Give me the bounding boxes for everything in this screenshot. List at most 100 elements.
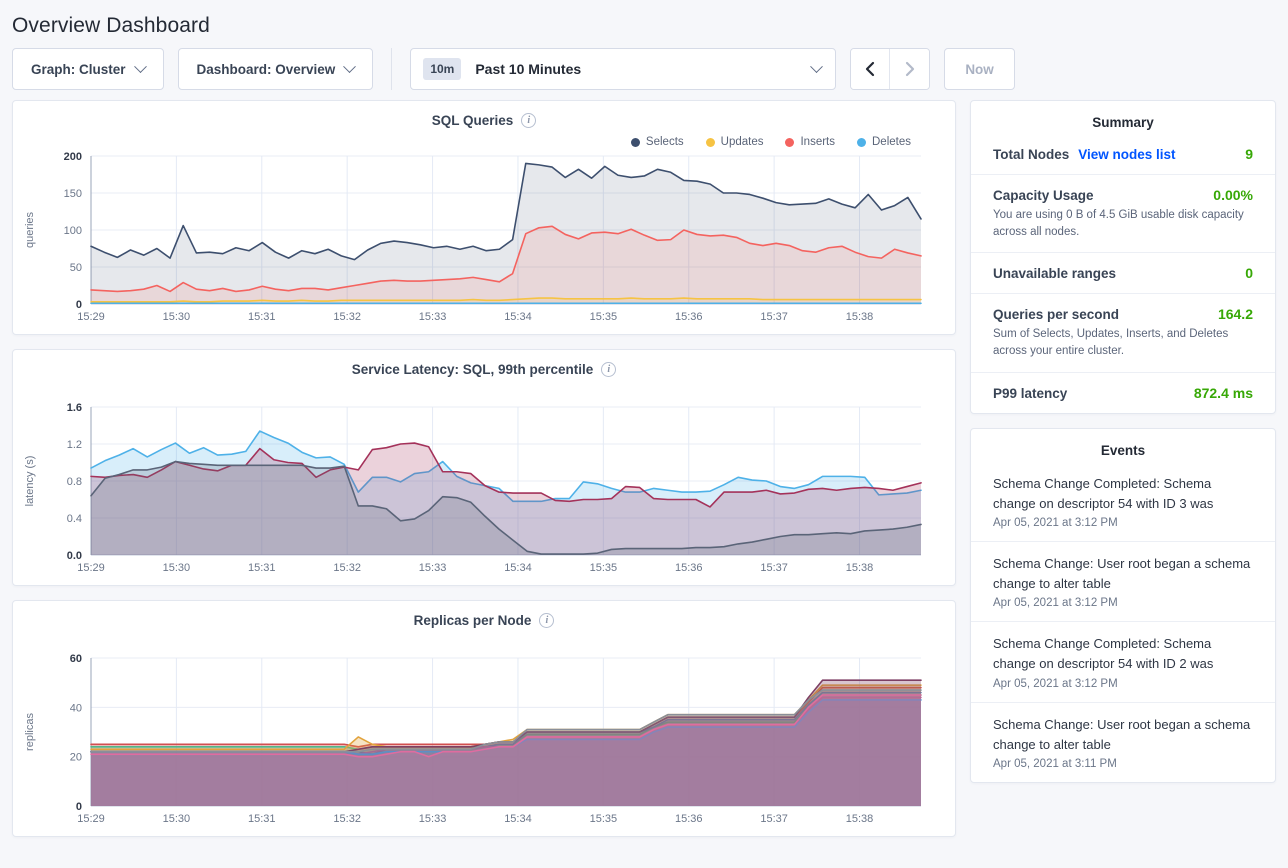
summary-panel: Summary Total Nodes View nodes list 9 Ca… — [970, 100, 1276, 414]
svg-text:60: 60 — [70, 653, 82, 665]
event-item[interactable]: Schema Change: User root began a schema … — [971, 540, 1275, 621]
summary-label: P99 latency — [993, 385, 1068, 401]
svg-text:replicas: replicas — [24, 713, 36, 751]
svg-text:15:37: 15:37 — [760, 813, 788, 825]
summary-label: Unavailable ranges — [993, 266, 1117, 282]
svg-text:50: 50 — [70, 262, 82, 274]
summary-value: 872.4 ms — [1193, 384, 1253, 401]
graph-cluster-dropdown[interactable]: Graph: Cluster — [12, 48, 164, 90]
legend-item-deletes[interactable]: Deletes — [857, 136, 911, 148]
page-title: Overview Dashboard — [12, 14, 210, 37]
graph-cluster-dropdown-label: Graph: Cluster — [31, 61, 126, 77]
charts-column: SQL Queries i Selects Updates Inserts — [12, 100, 956, 837]
summary-label: Capacity Usage — [993, 188, 1094, 203]
svg-text:15:33: 15:33 — [419, 562, 447, 574]
plot-service-latency[interactable]: 0.0 0.4 0.8 1.2 1.6 15:29 15:30 15:31 15:32 15:33… — [13, 399, 955, 581]
svg-text:15:36: 15:36 — [675, 813, 703, 825]
chevron-down-icon — [810, 59, 824, 73]
summary-label: Queries per second — [993, 307, 1120, 323]
legend-item-inserts[interactable]: Inserts — [785, 136, 835, 148]
legend-item-selects[interactable]: Selects — [630, 136, 684, 148]
svg-text:40: 40 — [70, 702, 82, 714]
chart-title-service-latency: Service Latency: SQL, 99th percentile i — [13, 362, 955, 377]
time-nav-group — [850, 48, 931, 90]
summary-description: Sum of Selects, Updates, Inserts, and De… — [993, 328, 1229, 358]
events-title: Events — [1100, 442, 1146, 458]
svg-text:15:34: 15:34 — [504, 813, 532, 825]
svg-text:200: 200 — [64, 151, 82, 163]
event-text: Schema Change: User root began a schema … — [993, 555, 1251, 592]
time-next-button[interactable] — [890, 49, 930, 89]
svg-text:15:34: 15:34 — [504, 311, 532, 323]
summary-description: You are using 0 B of 4.5 GiB usable disk… — [993, 209, 1244, 238]
summary-row-queries-per-second: Queries per second 164.2 Sum of Selects,… — [971, 293, 1275, 371]
sidebar-column: Summary Total Nodes View nodes list 9 Ca… — [970, 100, 1276, 783]
event-timestamp: Apr 05, 2021 at 3:11 PM — [993, 757, 1117, 770]
svg-text:15:37: 15:37 — [760, 562, 788, 574]
time-range-badge: 10m — [423, 58, 462, 80]
summary-value: 9 — [1245, 146, 1253, 162]
time-range-picker[interactable]: 10m Past 10 Minutes — [410, 48, 837, 90]
legend-label: Deletes — [872, 136, 911, 148]
chevron-down-icon — [343, 59, 357, 73]
svg-text:0: 0 — [76, 801, 82, 813]
view-nodes-list-link[interactable]: View nodes list — [1078, 147, 1176, 162]
chart-card-replicas-per-node: Replicas per Node i 0 20 40 60 15:29 15:30 15:… — [12, 600, 956, 837]
event-timestamp: Apr 05, 2021 at 3:12 PM — [993, 516, 1118, 529]
time-prev-button[interactable] — [851, 49, 891, 89]
now-button[interactable]: Now — [944, 48, 1015, 90]
dashboard-content: SQL Queries i Selects Updates Inserts — [0, 100, 1288, 837]
chart-title-text: SQL Queries — [431, 113, 514, 128]
event-item[interactable]: Schema Change Completed: Schema change o… — [971, 462, 1275, 541]
chart-svg: 0 20 40 60 15:29 15:30 15:31 15:32 15:33 15:34 15:… — [24, 653, 922, 825]
toolbar: Graph: Cluster Dashboard: Overview 10m P… — [0, 38, 1288, 100]
summary-row-p99-latency: P99 latency 872.4 ms — [971, 371, 1275, 413]
svg-text:15:38: 15:38 — [846, 813, 874, 825]
chart-card-sql-queries: SQL Queries i Selects Updates Inserts — [12, 100, 956, 335]
svg-text:15:35: 15:35 — [590, 311, 618, 323]
chart-title-replicas-per-node: Replicas per Node i — [13, 613, 955, 628]
svg-text:15:34: 15:34 — [504, 562, 532, 574]
svg-text:15:35: 15:35 — [590, 562, 618, 574]
chevron-right-icon — [905, 61, 914, 77]
svg-text:15:32: 15:32 — [333, 813, 361, 825]
svg-text:15:32: 15:32 — [333, 562, 361, 574]
svg-text:15:33: 15:33 — [419, 311, 447, 323]
svg-text:15:32: 15:32 — [333, 311, 361, 323]
legend-label: Inserts — [800, 136, 835, 148]
svg-text:15:38: 15:38 — [846, 562, 874, 574]
svg-text:1.2: 1.2 — [67, 439, 82, 451]
event-item[interactable]: Schema Change: User root began a schema … — [971, 701, 1275, 782]
legend-dot — [705, 137, 715, 147]
svg-text:150: 150 — [64, 188, 82, 200]
chart-title-text: Service Latency: SQL, 99th percentile — [351, 362, 594, 377]
summary-value: 0 — [1245, 265, 1253, 282]
info-icon[interactable]: i — [601, 362, 617, 377]
svg-text:15:29: 15:29 — [77, 562, 105, 574]
svg-text:0.0: 0.0 — [67, 550, 82, 562]
event-text: Schema Change Completed: Schema change o… — [993, 475, 1214, 511]
summary-row-capacity-usage: Capacity Usage 0.00% You are using 0 B o… — [971, 174, 1275, 252]
toolbar-divider — [391, 48, 393, 90]
summary-label: Total Nodes — [993, 147, 1070, 162]
plot-replicas-per-node[interactable]: 0 20 40 60 15:29 15:30 15:31 15:32 15:33 15:34 15:… — [13, 650, 955, 832]
legend-dot — [857, 137, 866, 147]
legend-label: Selects — [645, 136, 684, 148]
plot-sql-queries[interactable]: 0 50 100 150 200 15:29 15:30 15:31 15:32 15:33 15:… — [13, 148, 955, 330]
event-item[interactable]: Schema Change Completed: Schema change o… — [971, 621, 1275, 701]
legend-item-updates[interactable]: Updates — [705, 136, 764, 148]
summary-value: 0.00% — [1213, 187, 1253, 203]
dashboard-overview-dropdown[interactable]: Dashboard: Overview — [177, 48, 374, 90]
legend-label: Updates — [720, 136, 764, 148]
chart-legend-sql-queries: Selects Updates Inserts Deletes — [13, 136, 955, 148]
svg-text:0.4: 0.4 — [67, 513, 82, 525]
svg-text:15:30: 15:30 — [163, 311, 191, 323]
info-icon[interactable]: i — [539, 613, 555, 628]
dashboard-overview-dropdown-label: Dashboard: Overview — [196, 61, 336, 77]
svg-text:15:30: 15:30 — [163, 562, 191, 574]
info-icon[interactable]: i — [521, 113, 537, 128]
svg-text:15:36: 15:36 — [675, 562, 703, 574]
events-panel: Events Schema Change Completed: Schema c… — [970, 427, 1276, 783]
svg-text:15:37: 15:37 — [760, 311, 788, 323]
chevron-left-icon — [866, 61, 875, 77]
